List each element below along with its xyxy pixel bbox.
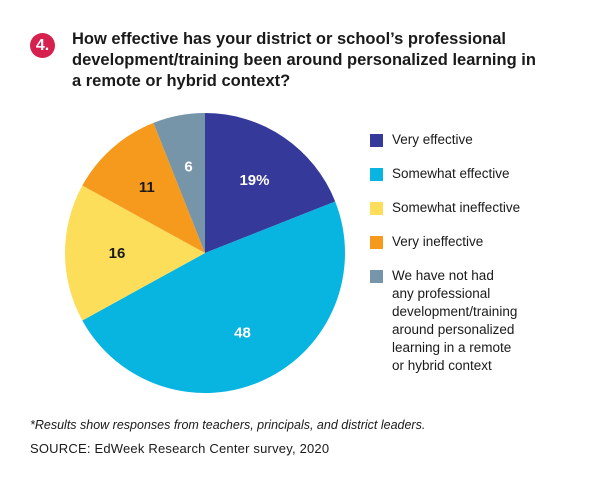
legend-label: Somewhat effective [392, 166, 510, 181]
chart-title: How effective has your district or schoo… [72, 30, 536, 90]
legend-label: Somewhat ineffective [392, 200, 521, 215]
slice-label-5: 6 [184, 159, 192, 176]
footnote: *Results show responses from teachers, p… [30, 418, 426, 432]
pie-slice-3 [64, 185, 205, 321]
legend-item-3: Somewhat ineffective [370, 199, 570, 217]
slice-label-1: 19% [239, 172, 269, 189]
source-note: SOURCE: EdWeek Research Center survey, 2… [30, 441, 330, 456]
legend-swatch [370, 270, 383, 283]
chart-legend: Very effective Somewhat effective Somewhat… [370, 131, 570, 391]
legend-swatch [370, 236, 383, 249]
legend-swatch [370, 134, 383, 147]
slice-label-3: 16 [109, 245, 126, 262]
legend-label: Very ineffective [392, 234, 484, 249]
question-number-badge: 4. [30, 33, 55, 58]
legend-label: We have not had any professional developme… [392, 268, 518, 373]
pie-slice-2 [82, 201, 346, 394]
legend-item-2: Somewhat effective [370, 165, 570, 183]
legend-item-1: Very effective [370, 131, 570, 149]
pie-slice-1 [205, 113, 336, 253]
legend-swatch [370, 168, 383, 181]
slice-label-2: 48 [234, 325, 251, 342]
legend-label: Very effective [392, 132, 473, 147]
pie-slice-4 [82, 122, 205, 253]
legend-item-5: We have not had any professional developme… [370, 267, 570, 375]
slice-label-4: 11 [139, 179, 155, 196]
pie-slice-5 [153, 113, 205, 253]
legend-swatch [370, 202, 383, 215]
legend-item-4: Very ineffective [370, 233, 570, 251]
